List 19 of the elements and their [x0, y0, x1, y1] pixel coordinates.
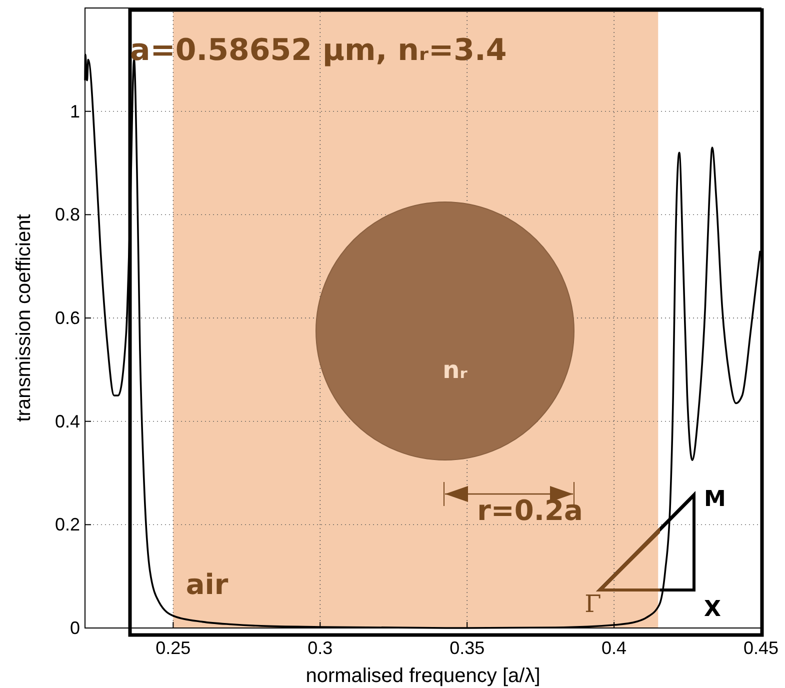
y-tick-label: 0.4	[54, 411, 80, 432]
annotation: X	[704, 597, 721, 622]
x-tick-label: 0.25	[156, 638, 191, 658]
y-tick-label: 0.2	[54, 514, 80, 535]
y-tick-label: 0	[70, 618, 80, 638]
annotation: air	[186, 568, 228, 601]
x-tick-label: 0.3	[308, 638, 333, 658]
annotation: Γ	[584, 590, 602, 618]
y-tick-label: 1	[70, 101, 80, 122]
x-tick-label: 0.45	[743, 638, 779, 658]
y-axis-title: transmission coefficient	[13, 214, 35, 422]
annotation: nᵣ	[442, 356, 468, 384]
x-tick-label: 0.4	[602, 638, 627, 658]
x-axis-title: normalised frequency [a/λ]	[306, 665, 540, 687]
annotation: M	[704, 487, 726, 512]
y-tick-label: 0.8	[54, 204, 80, 225]
annotation: r=0.2a	[477, 494, 583, 527]
y-tick-label: 0.6	[54, 308, 80, 328]
x-tick-label: 0.35	[450, 638, 485, 658]
